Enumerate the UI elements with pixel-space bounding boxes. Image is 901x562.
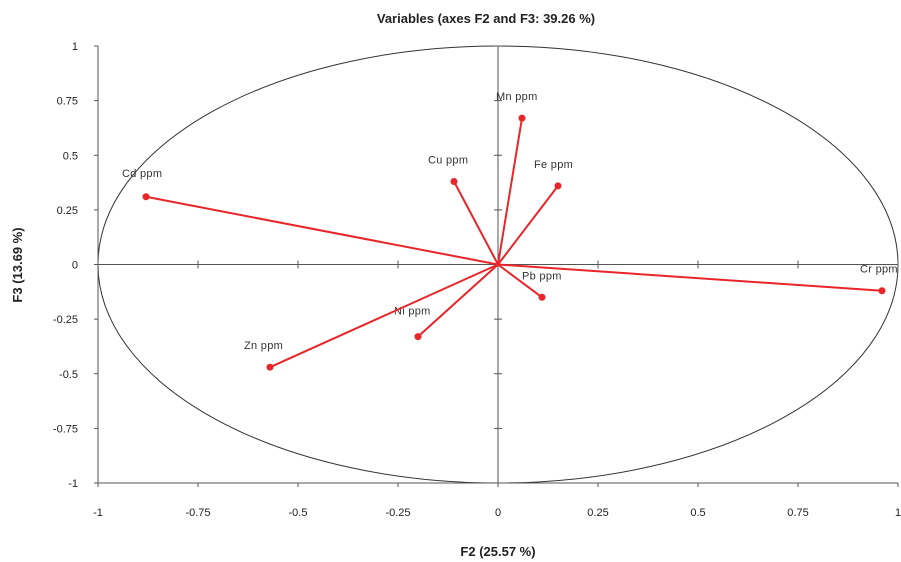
variable-point (266, 363, 274, 371)
variable-vector (269, 263, 499, 369)
y-tick-label: -0.75 (53, 423, 78, 435)
x-tick-label: -0.75 (185, 507, 210, 519)
x-tick-label: 0.5 (690, 507, 705, 519)
x-tick-label: 0 (495, 507, 501, 519)
variable-vector (497, 263, 543, 299)
variable-point (142, 193, 150, 201)
x-axis-title: F2 (25.57 %) (460, 544, 535, 559)
x-tick-label: -1 (93, 507, 103, 519)
y-tick-label: 1 (72, 41, 78, 53)
variable-label: Cr ppm (860, 264, 898, 276)
variable-label: Cd ppm (122, 168, 162, 180)
variable-label: Ni ppm (394, 306, 431, 318)
y-tick-label: -1 (68, 478, 78, 490)
variable-label: Zn ppm (244, 340, 283, 352)
y-axis-title: F3 (13.69 %) (10, 227, 25, 302)
variable-vector (453, 181, 499, 265)
variable-point (414, 333, 422, 341)
variable-vector (145, 195, 499, 266)
x-tick-label: -0.25 (385, 507, 410, 519)
variable-vector (417, 263, 499, 338)
variable-vector (497, 263, 883, 292)
variable-point (518, 114, 526, 122)
variable-point (878, 287, 886, 295)
variable-vector (497, 185, 559, 266)
y-tick-label: 0.25 (57, 205, 78, 217)
plot-area: -1 -0.75 -0.5 -0.25 0 0.25 0.5 0.75 1 1 0.75 0.5 0.2… (53, 41, 901, 519)
variable-label: Cu ppm (428, 154, 468, 166)
y-tick-label: 0.75 (57, 96, 78, 108)
y-tick-label: -0.5 (59, 369, 78, 381)
variable-label: Mn ppm (496, 91, 538, 103)
x-tick-label: 1 (895, 507, 901, 519)
x-tick-label: 0.75 (787, 507, 808, 519)
chart-title: Variables (axes F2 and F3: 39.26 %) (377, 11, 595, 26)
y-tick-label: 0 (72, 260, 78, 272)
x-tick-label: -0.5 (289, 507, 308, 519)
variable-point (450, 177, 458, 185)
variable-label: Pb ppm (522, 270, 562, 282)
y-tick-label: 0.5 (63, 150, 78, 162)
y-tick-label: -0.25 (53, 314, 78, 326)
variable-vector (497, 117, 523, 265)
variable-label: Fe ppm (534, 159, 573, 171)
x-tick-label: 0.25 (587, 507, 608, 519)
variable-point (554, 182, 562, 190)
variable-point (538, 293, 546, 301)
